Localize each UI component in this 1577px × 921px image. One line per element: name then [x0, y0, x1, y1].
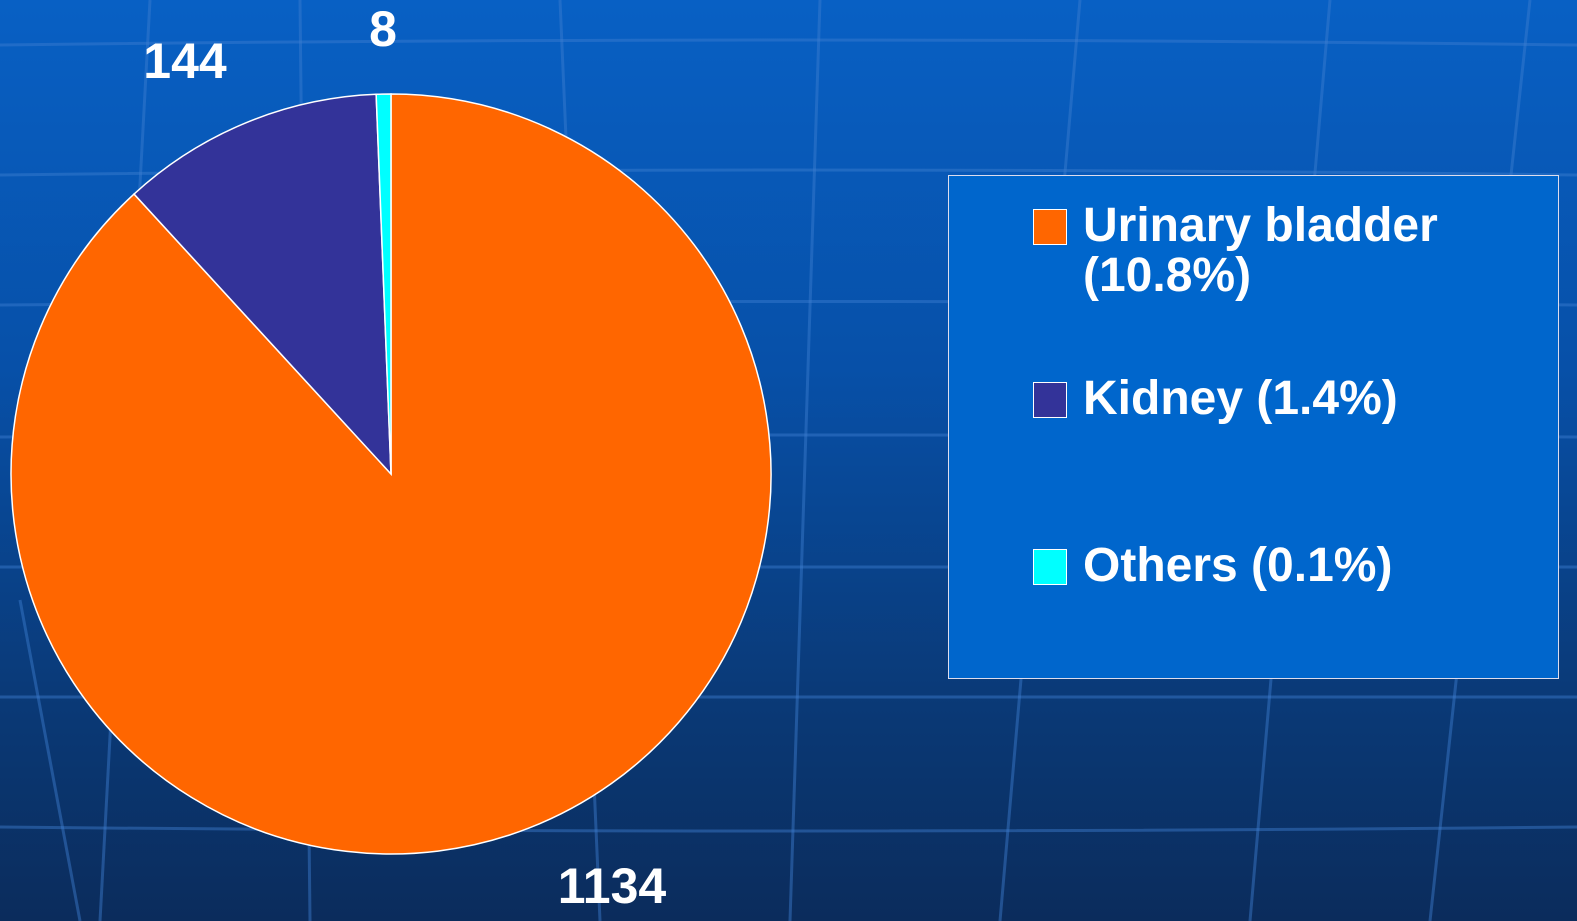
- legend-swatch: [1033, 209, 1067, 245]
- data-label: 8: [369, 1, 397, 57]
- legend-swatch: [1033, 382, 1067, 418]
- pie-slice: [375, 93, 392, 475]
- pie: [10, 93, 772, 855]
- legend-swatch: [1033, 549, 1067, 585]
- legend-label: Others (0.1%): [1083, 539, 1393, 592]
- data-label: 144: [143, 33, 227, 89]
- legend-label: Urinary bladder (10.8%): [1083, 199, 1438, 302]
- legend: Urinary bladder (10.8%) Kidney (1.4%) Othe…: [948, 175, 1559, 679]
- legend-item: Others (0.1%): [1033, 541, 1553, 591]
- legend-item: Urinary bladder (10.8%): [1033, 201, 1553, 301]
- pie-slice: [132, 93, 392, 477]
- legend-label: Kidney (1.4%): [1083, 372, 1398, 425]
- data-label: 1134: [558, 858, 667, 914]
- legend-item: Kidney (1.4%): [1033, 374, 1553, 424]
